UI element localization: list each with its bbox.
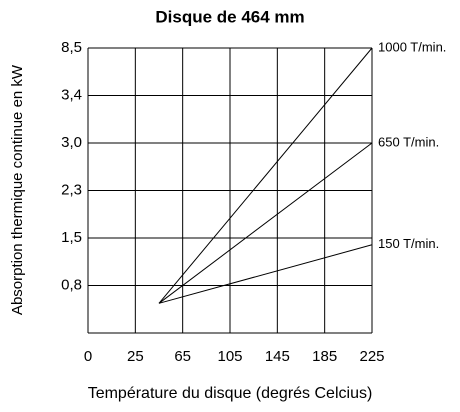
series-line <box>158 47 373 304</box>
y-tick-label: 8,5 <box>61 39 82 56</box>
series-line <box>158 142 373 304</box>
y-tick-label: 3,0 <box>61 134 82 151</box>
chart-title: Disque de 464 mm <box>155 7 304 26</box>
y-tick-label: 2,3 <box>61 181 82 198</box>
series-label: 650 T/min. <box>378 134 439 149</box>
y-tick-label: 1,5 <box>61 229 82 246</box>
x-tick-label: 25 <box>127 348 144 365</box>
x-tick-label: 65 <box>174 348 191 365</box>
x-tick-label: 0 <box>84 348 92 365</box>
series-line <box>158 244 373 304</box>
x-axis-label: Température du disque (degrés Celcius) <box>88 385 373 402</box>
y-tick-label: 0,8 <box>61 276 82 293</box>
x-tick-label: 225 <box>359 348 384 365</box>
series-label: 1000 T/min. <box>378 39 446 54</box>
y-axis-label: Absorption thermique continue en kW <box>9 64 26 315</box>
y-tick-label: 3,4 <box>61 86 82 103</box>
x-tick-label: 145 <box>265 348 290 365</box>
series-label: 150 T/min. <box>378 236 439 251</box>
x-tick-label: 105 <box>217 348 242 365</box>
x-tick-label: 185 <box>312 348 337 365</box>
